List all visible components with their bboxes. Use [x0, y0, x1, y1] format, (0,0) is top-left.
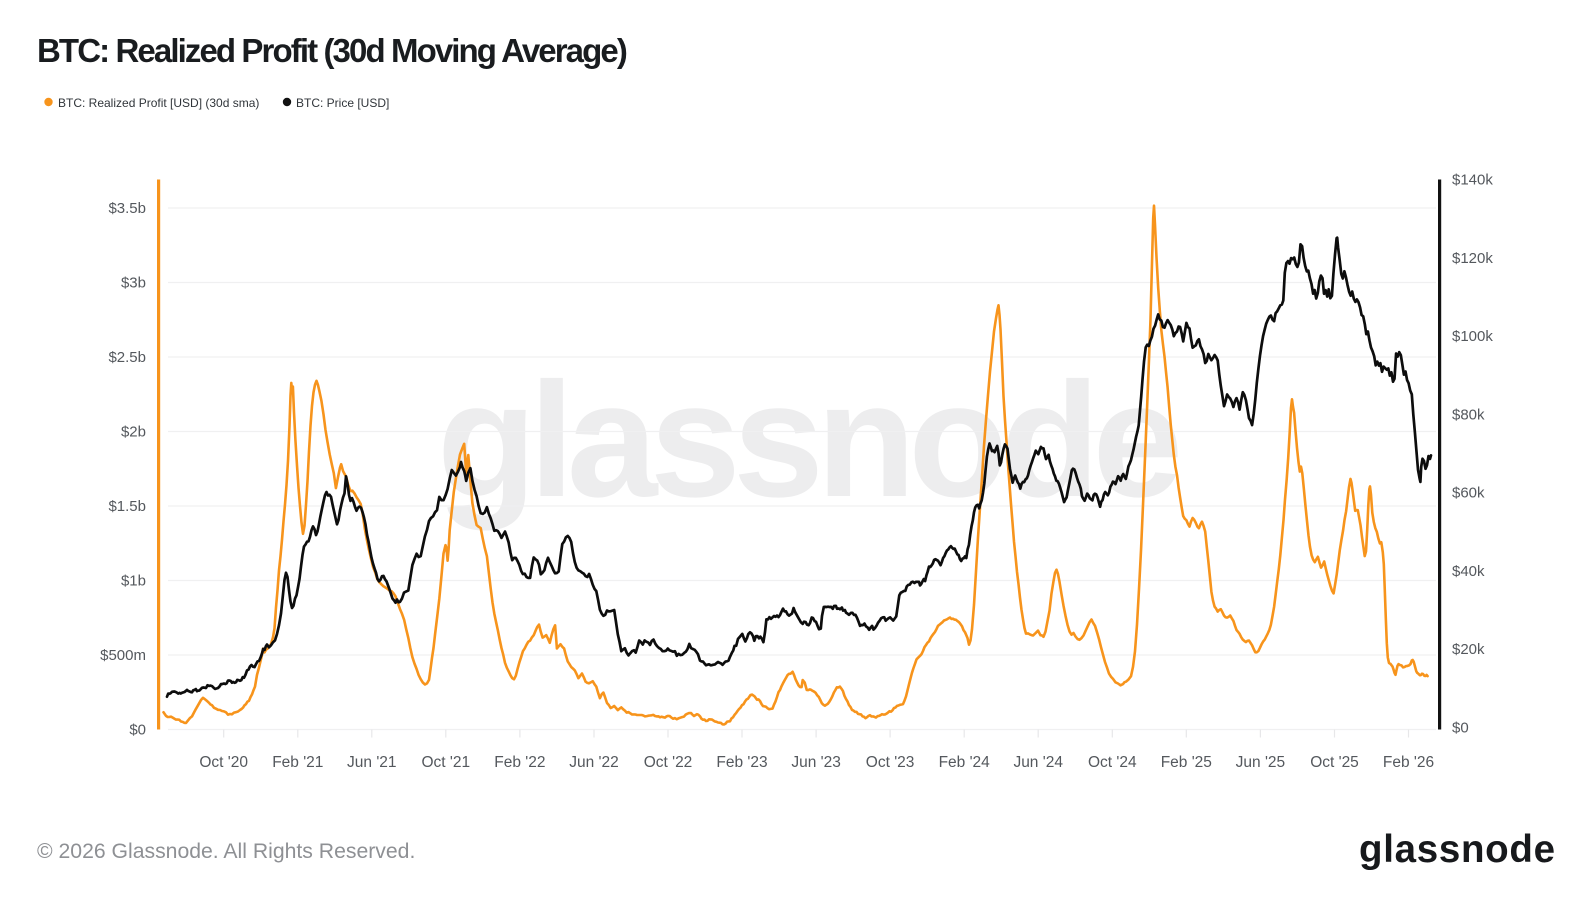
- svg-text:Oct '22: Oct '22: [644, 754, 693, 771]
- svg-text:$0: $0: [129, 722, 146, 739]
- svg-text:$3b: $3b: [121, 275, 146, 292]
- svg-text:$20k: $20k: [1452, 641, 1485, 658]
- svg-text:Jun '25: Jun '25: [1236, 754, 1286, 771]
- svg-text:$1b: $1b: [121, 573, 146, 590]
- svg-text:$3.5b: $3.5b: [108, 200, 146, 217]
- svg-text:$2.5b: $2.5b: [108, 349, 146, 366]
- svg-text:Oct '20: Oct '20: [199, 754, 248, 771]
- svg-text:Jun '24: Jun '24: [1013, 754, 1063, 771]
- svg-text:glassnode: glassnode: [1359, 828, 1556, 871]
- svg-text:$1.5b: $1.5b: [108, 498, 146, 515]
- svg-text:$100k: $100k: [1452, 328, 1493, 345]
- svg-text:$120k: $120k: [1452, 250, 1493, 267]
- svg-text:$60k: $60k: [1452, 485, 1485, 502]
- svg-text:Oct '23: Oct '23: [866, 754, 915, 771]
- svg-text:Oct '24: Oct '24: [1088, 754, 1137, 771]
- svg-text:$80k: $80k: [1452, 406, 1485, 423]
- svg-text:$140k: $140k: [1452, 172, 1493, 189]
- svg-text:© 2026 Glassnode. All Rights R: © 2026 Glassnode. All Rights Reserved.: [37, 840, 415, 863]
- svg-text:Feb '25: Feb '25: [1161, 754, 1212, 771]
- svg-text:Feb '26: Feb '26: [1383, 754, 1434, 771]
- svg-text:Jun '23: Jun '23: [791, 754, 841, 771]
- svg-text:glassnode: glassnode: [437, 348, 1179, 531]
- svg-text:BTC: Realized Profit (30d Movi: BTC: Realized Profit (30d Moving Average…: [37, 32, 627, 69]
- svg-text:Feb '23: Feb '23: [716, 754, 767, 771]
- svg-text:Feb '22: Feb '22: [494, 754, 545, 771]
- svg-text:BTC: Realized Profit [USD] (30: BTC: Realized Profit [USD] (30d sma): [58, 96, 259, 110]
- svg-text:Feb '21: Feb '21: [272, 754, 323, 771]
- svg-text:Oct '21: Oct '21: [421, 754, 470, 771]
- svg-text:Oct '25: Oct '25: [1310, 754, 1359, 771]
- svg-text:$500m: $500m: [100, 647, 146, 664]
- svg-text:Jun '22: Jun '22: [569, 754, 619, 771]
- svg-text:Feb '24: Feb '24: [939, 754, 991, 771]
- svg-text:Jun '21: Jun '21: [347, 754, 397, 771]
- svg-text:$2b: $2b: [121, 424, 146, 441]
- svg-text:BTC: Price [USD]: BTC: Price [USD]: [296, 96, 389, 110]
- svg-text:$0: $0: [1452, 720, 1469, 737]
- svg-text:$40k: $40k: [1452, 563, 1485, 580]
